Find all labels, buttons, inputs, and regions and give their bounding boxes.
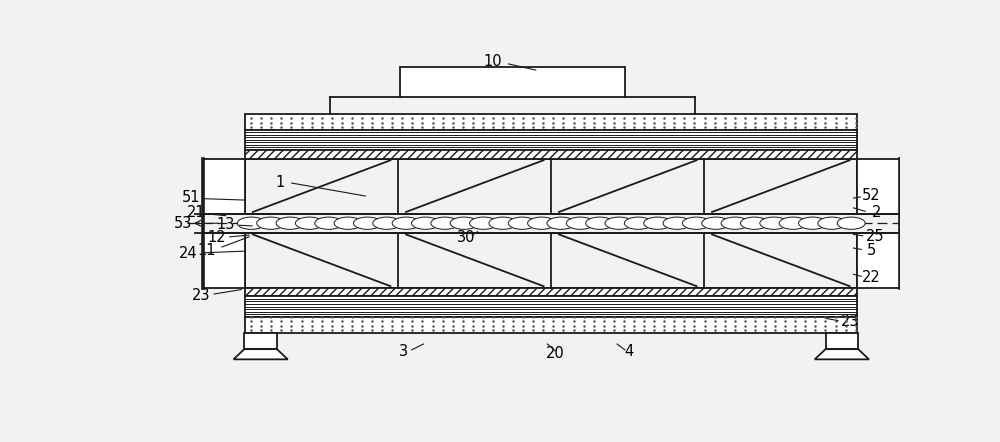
Circle shape [489,217,517,229]
Text: 20: 20 [546,346,564,361]
Bar [202,233,245,288]
Circle shape [760,217,788,229]
Text: 53: 53 [174,217,192,232]
Circle shape [818,217,846,229]
Bar [245,114,857,130]
Text: 10: 10 [484,54,502,69]
Circle shape [644,217,672,229]
Circle shape [412,217,439,229]
Bar [245,288,857,297]
Circle shape [624,217,652,229]
Bar [245,150,857,159]
Circle shape [295,217,323,229]
Text: 11: 11 [197,243,216,258]
Text: 5: 5 [867,243,876,258]
Circle shape [702,217,730,229]
Circle shape [721,217,749,229]
Bar [245,159,857,213]
Circle shape [528,217,556,229]
Text: 12: 12 [207,230,226,245]
Text: 25: 25 [866,229,885,244]
Bar [245,130,857,150]
Circle shape [450,217,478,229]
Circle shape [276,217,304,229]
Text: 22: 22 [862,270,881,285]
Circle shape [353,217,381,229]
Circle shape [237,217,265,229]
Text: 23: 23 [840,314,859,329]
Circle shape [392,217,420,229]
Bar [245,233,857,288]
Polygon shape [815,349,869,359]
Polygon shape [234,349,288,359]
Bar [202,159,245,213]
Circle shape [799,217,826,229]
Text: 51: 51 [182,190,200,205]
Circle shape [334,217,362,229]
Text: 52: 52 [862,188,881,203]
Circle shape [315,217,343,229]
Circle shape [431,217,459,229]
Circle shape [837,217,865,229]
Bar [857,233,900,288]
Circle shape [566,217,594,229]
Text: 24: 24 [179,246,198,261]
Text: 23: 23 [192,288,210,303]
Circle shape [779,217,807,229]
Bar [826,333,858,349]
Text: 3: 3 [399,344,409,359]
Circle shape [257,217,285,229]
Circle shape [373,217,401,229]
Text: 13: 13 [217,217,235,232]
Text: 21: 21 [187,206,206,221]
Circle shape [470,217,497,229]
Text: 1: 1 [275,175,285,190]
Circle shape [605,217,633,229]
Circle shape [663,217,691,229]
Circle shape [586,217,614,229]
Bar [857,159,900,213]
Bar [245,297,857,317]
Text: 2: 2 [872,206,881,221]
Bar [400,67,625,97]
Circle shape [740,217,768,229]
Bar [245,317,857,333]
Circle shape [508,217,536,229]
Circle shape [547,217,575,229]
Bar [244,333,277,349]
Text: 4: 4 [624,344,633,359]
Text: 30: 30 [457,230,475,245]
Circle shape [682,217,710,229]
